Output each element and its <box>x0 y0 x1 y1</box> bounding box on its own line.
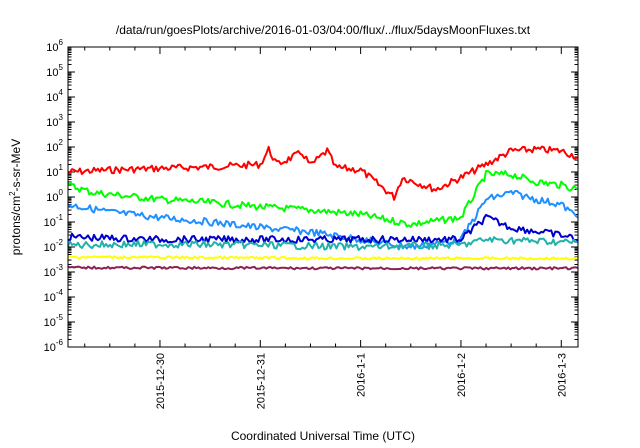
x-axis-label: Coordinated Universal Time (UTC) <box>231 429 415 443</box>
y-tick-label: 10-2 <box>44 238 64 254</box>
y-tick-label: 102 <box>46 138 63 154</box>
y-tick-label: 105 <box>46 63 63 79</box>
y-tick-label: 10-6 <box>44 338 64 354</box>
data-series <box>67 145 579 271</box>
y-axis-label: protons/cm2-s-sr-MeV <box>8 139 23 255</box>
y-tick-label: 103 <box>46 113 63 129</box>
y-tick-label: 100 <box>46 188 63 204</box>
x-tick-label: 2015-12-30 <box>155 353 167 409</box>
y-tick-label: 10-3 <box>44 263 64 279</box>
x-tick-label: 2015-12-31 <box>255 353 267 409</box>
x-tick-label: 2016-1-1 <box>356 353 368 397</box>
y-tick-label: 10-1 <box>44 213 64 229</box>
x-axis-ticks: 2015-12-30 2015-12-31 2016-1-1 2016-1-2 2016… <box>84 47 568 409</box>
series-line <box>67 236 579 251</box>
series-line <box>67 170 579 228</box>
y-axis-ticks: 10-6 10-5 10-4 10-3 10-2 10-1 100 101 102 103 104 1… <box>44 38 578 354</box>
y-tick-label: 10-4 <box>44 288 64 304</box>
x-tick-label: 2016-1-3 <box>556 353 568 397</box>
y-tick-label: 106 <box>46 38 63 54</box>
series-line <box>67 213 579 244</box>
x-tick-label: 2016-1-2 <box>456 353 468 397</box>
y-tick-label: 101 <box>46 163 63 179</box>
series-line <box>67 145 579 201</box>
chart-title: /data/run/goesPlots/archive/2016-01-03/0… <box>116 23 531 37</box>
series-line <box>67 265 579 271</box>
plot-frame <box>67 46 579 348</box>
y-tick-label: 104 <box>46 88 63 104</box>
series-line <box>67 189 579 250</box>
y-tick-label: 10-5 <box>44 313 64 329</box>
series-line <box>67 255 579 261</box>
